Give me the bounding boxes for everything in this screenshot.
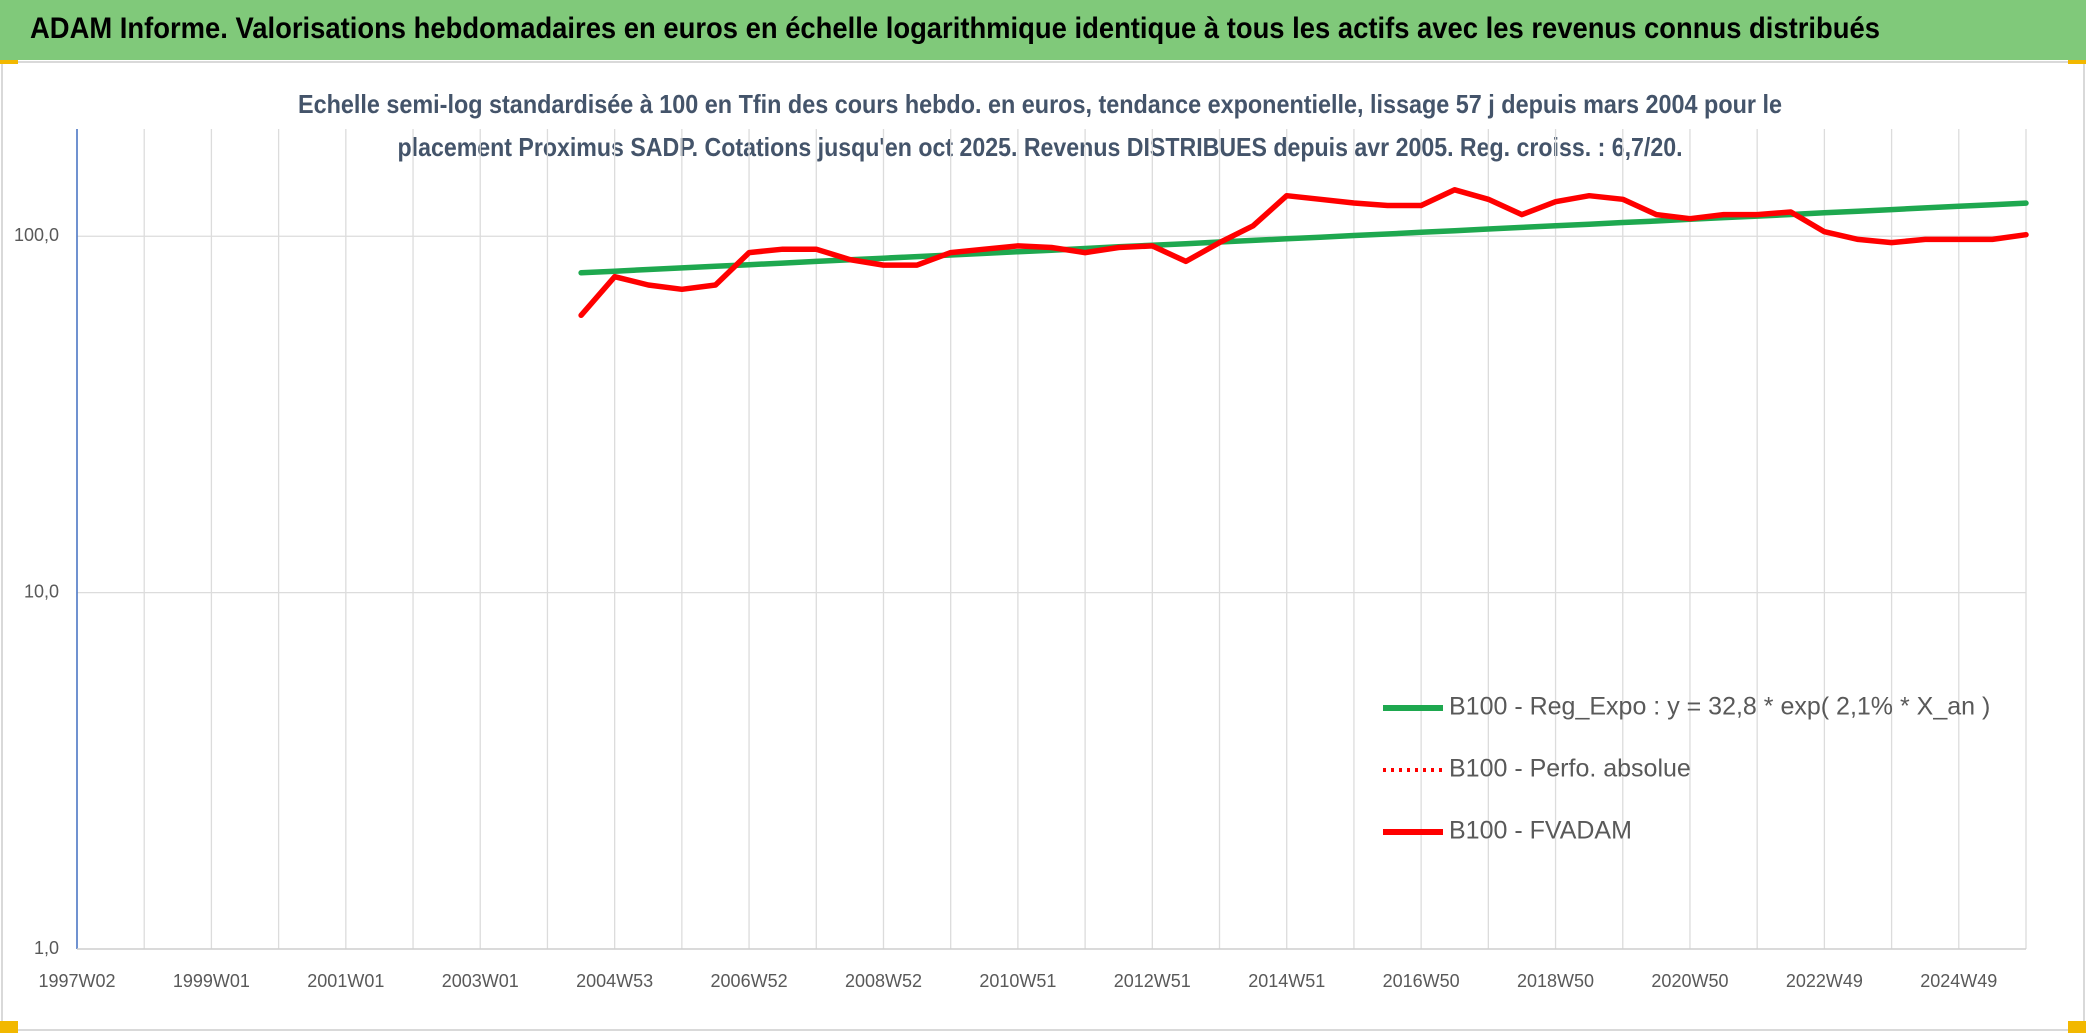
- x-tick-label: 2010W51: [979, 971, 1056, 991]
- chart-frame: [1, 61, 2085, 1031]
- x-tick-label: 2024W49: [1920, 971, 1997, 991]
- x-tick-label: 2022W49: [1786, 971, 1863, 991]
- legend-label: B100 - Reg_Expo : y = 32,8 * exp( 2,1% *…: [1449, 693, 1990, 721]
- legend-label: B100 - Perfo. absolue: [1449, 755, 1691, 783]
- series-line: [578, 187, 2029, 319]
- y-tick-label: 100,0: [14, 225, 59, 245]
- x-tick-label: 2001W01: [307, 971, 384, 991]
- y-tick-label: 10,0: [24, 581, 59, 601]
- x-tick-label: 1999W01: [173, 971, 250, 991]
- x-tick-label: 2006W52: [711, 971, 788, 991]
- x-tick-label: 2018W50: [1517, 971, 1594, 991]
- x-tick-label: 2003W01: [442, 971, 519, 991]
- title-bar: [0, 0, 2086, 60]
- x-tick-label: 2004W53: [576, 971, 653, 991]
- x-tick-label: 2014W51: [1248, 971, 1325, 991]
- x-tick-label: 2008W52: [845, 971, 922, 991]
- chart-title: ADAM Informe. Valorisations hebdomadaire…: [30, 12, 1880, 45]
- corner-mark: [0, 1021, 18, 1033]
- corner-mark: [2068, 1021, 2086, 1033]
- x-tick-label: 2020W50: [1651, 971, 1728, 991]
- legend-label: B100 - FVADAM: [1449, 817, 1632, 845]
- x-tick-label: 2016W50: [1383, 971, 1460, 991]
- chart-subtitle: placement Proximus SADP. Cotations jusqu…: [398, 132, 1683, 162]
- y-tick-label: 1,0: [34, 938, 59, 958]
- x-tick-label: 2012W51: [1114, 971, 1191, 991]
- chart-subtitle: Echelle semi-log standardisée à 100 en T…: [298, 89, 1782, 119]
- x-tick-label: 1997W02: [38, 971, 115, 991]
